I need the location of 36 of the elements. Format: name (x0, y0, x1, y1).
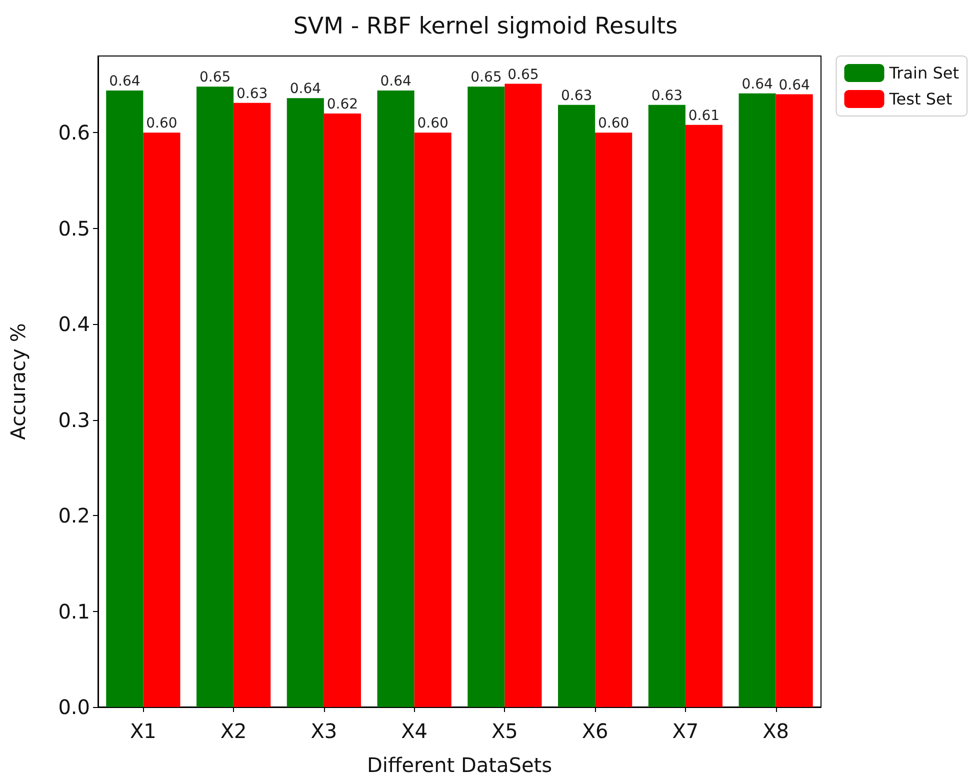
y-tick-label: 0.6 (58, 120, 90, 145)
chart-title: SVM - RBF kernel sigmoid Results (293, 14, 678, 40)
data-label: 0.62 (326, 96, 358, 112)
data-label: 0.65 (470, 70, 502, 86)
data-label: 0.60 (598, 116, 630, 132)
data-label: 0.65 (199, 70, 231, 86)
x-tick-label: X7 (672, 719, 699, 743)
x-tick-label: X5 (491, 719, 518, 743)
y-axis-title: Accuracy % (6, 323, 30, 440)
data-label: 0.63 (651, 88, 682, 104)
x-tick-label: X8 (762, 719, 790, 743)
x-axis-title: Different DataSets (366, 753, 552, 777)
y-tick-label: 0.0 (58, 695, 90, 719)
y-tick-label: 0.1 (58, 599, 90, 624)
data-label: 0.64 (290, 81, 322, 98)
data-label: 0.65 (508, 66, 539, 83)
data-label: 0.63 (560, 88, 592, 104)
data-label: 0.61 (688, 108, 720, 124)
data-label: 0.63 (236, 86, 268, 102)
x-tick-label: X6 (582, 719, 608, 743)
x-tick-label: X3 (310, 719, 338, 743)
x-tick-label: X4 (401, 719, 428, 743)
data-label: 0.64 (778, 77, 810, 94)
data-label: 0.64 (742, 76, 773, 92)
y-tick-label: 0.4 (58, 312, 90, 336)
x-tick-label: X1 (130, 719, 156, 743)
data-label: 0.60 (417, 116, 448, 132)
data-label: 0.60 (146, 116, 178, 132)
x-tick-label: X2 (220, 719, 247, 743)
data-label: 0.64 (380, 73, 412, 90)
y-tick-label: 0.3 (58, 408, 90, 432)
legend-label: Train Set (888, 64, 959, 82)
y-tick-label: 0.5 (58, 216, 90, 240)
legend-label: Test Set (888, 90, 952, 108)
data-label: 0.64 (109, 73, 140, 90)
y-tick-label: 0.2 (58, 504, 90, 528)
